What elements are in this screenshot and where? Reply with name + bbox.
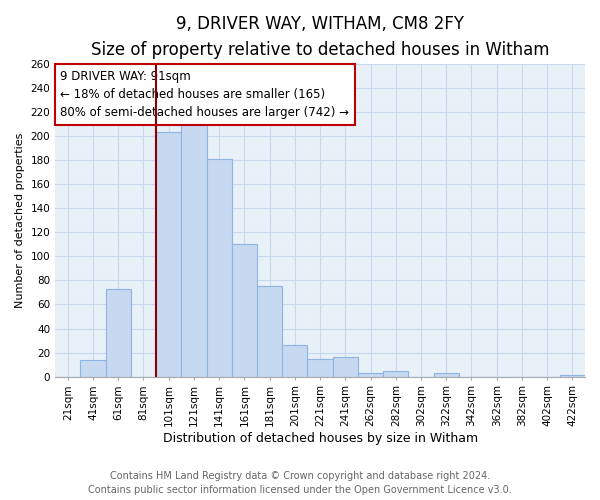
Bar	[156, 132, 181, 376]
Bar	[307, 358, 332, 376]
Bar	[383, 370, 409, 376]
Bar	[282, 346, 307, 376]
Bar	[232, 244, 257, 376]
Bar	[257, 286, 282, 376]
Bar	[106, 289, 131, 376]
Bar	[181, 122, 206, 376]
Text: Contains HM Land Registry data © Crown copyright and database right 2024.
Contai: Contains HM Land Registry data © Crown c…	[88, 471, 512, 495]
Bar	[80, 360, 106, 376]
Bar	[206, 159, 232, 376]
Bar	[358, 373, 383, 376]
Text: 9 DRIVER WAY: 91sqm
← 18% of detached houses are smaller (165)
80% of semi-detac: 9 DRIVER WAY: 91sqm ← 18% of detached ho…	[61, 70, 349, 119]
Y-axis label: Number of detached properties: Number of detached properties	[15, 132, 25, 308]
Bar	[332, 358, 358, 376]
X-axis label: Distribution of detached houses by size in Witham: Distribution of detached houses by size …	[163, 432, 478, 445]
Bar	[434, 373, 459, 376]
Title: 9, DRIVER WAY, WITHAM, CM8 2FY
Size of property relative to detached houses in W: 9, DRIVER WAY, WITHAM, CM8 2FY Size of p…	[91, 15, 550, 60]
